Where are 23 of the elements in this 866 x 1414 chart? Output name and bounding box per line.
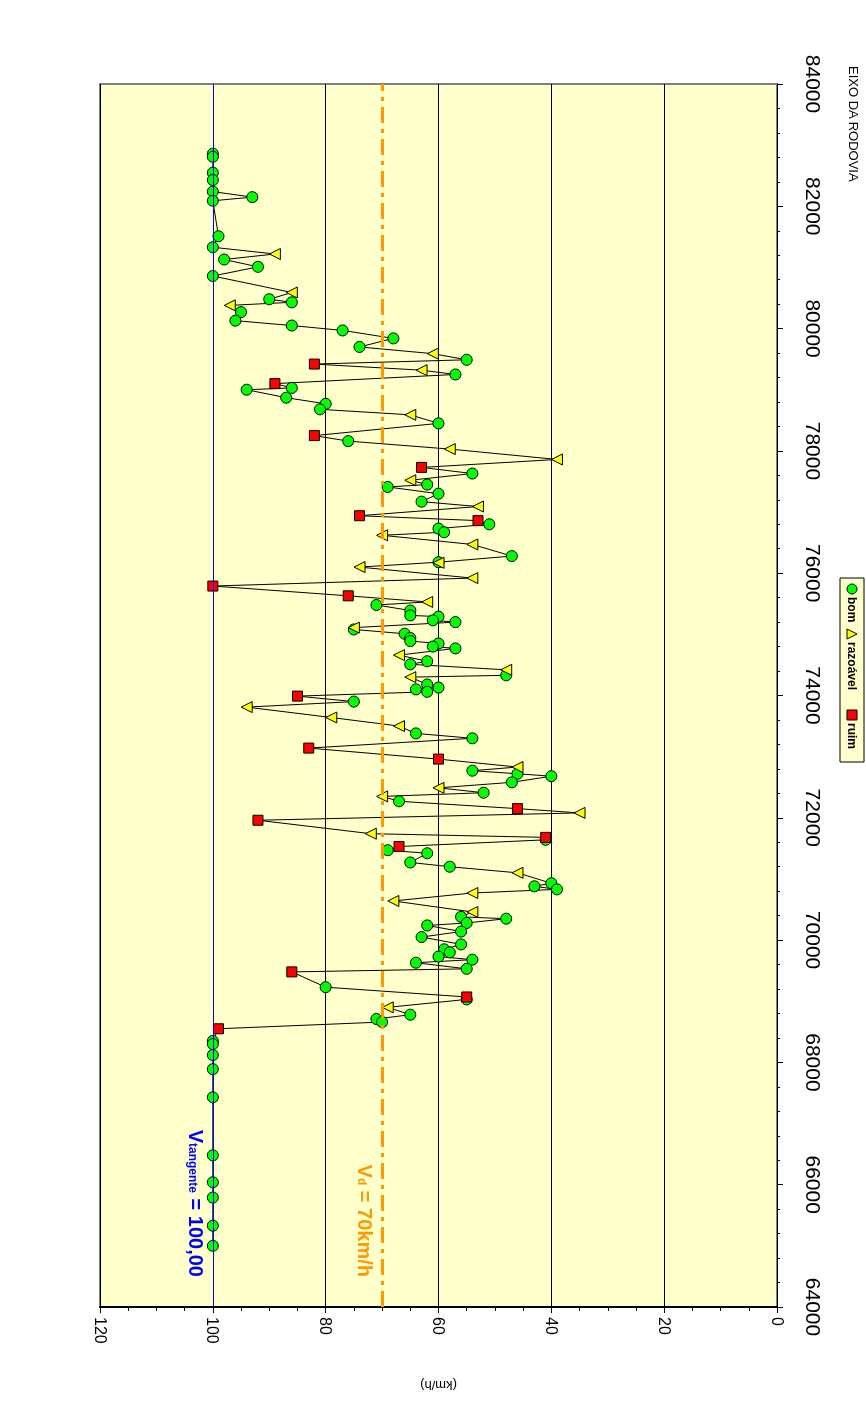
y-tick-label: 72000 xyxy=(802,788,825,847)
y-tick-label: 76000 xyxy=(802,544,825,603)
x-tick-label: 100 xyxy=(204,1317,222,1344)
y-tick-label: 80000 xyxy=(802,299,825,358)
x-tick-label: 60 xyxy=(430,1317,447,1335)
legend-label: razoável xyxy=(845,642,859,691)
y-tick-label: 70000 xyxy=(802,910,825,970)
y-tick-label: 74000 xyxy=(802,666,825,725)
y-tick-label: 68000 xyxy=(802,1033,825,1092)
y-tick-label: 82000 xyxy=(802,177,825,236)
y-axis-title: EIXO DA RODOVIA xyxy=(845,66,861,182)
x-tick-label: 120 xyxy=(91,1317,109,1344)
x-tick-label: 0 xyxy=(768,1317,786,1326)
legend-label: ruim xyxy=(845,723,859,750)
y-tick-label: 84000 xyxy=(802,54,825,114)
legend-label: bom xyxy=(845,597,859,623)
x-tick-label: 40 xyxy=(542,1317,560,1335)
y-tick-label: 64000 xyxy=(802,1277,825,1337)
y-tick-label: 66000 xyxy=(802,1155,825,1214)
x-axis-title: (km/h) xyxy=(420,1378,457,1393)
y-tick-label: 78000 xyxy=(802,421,825,481)
x-tick-label: 80 xyxy=(317,1317,335,1335)
x-tick-label: 20 xyxy=(655,1317,673,1335)
